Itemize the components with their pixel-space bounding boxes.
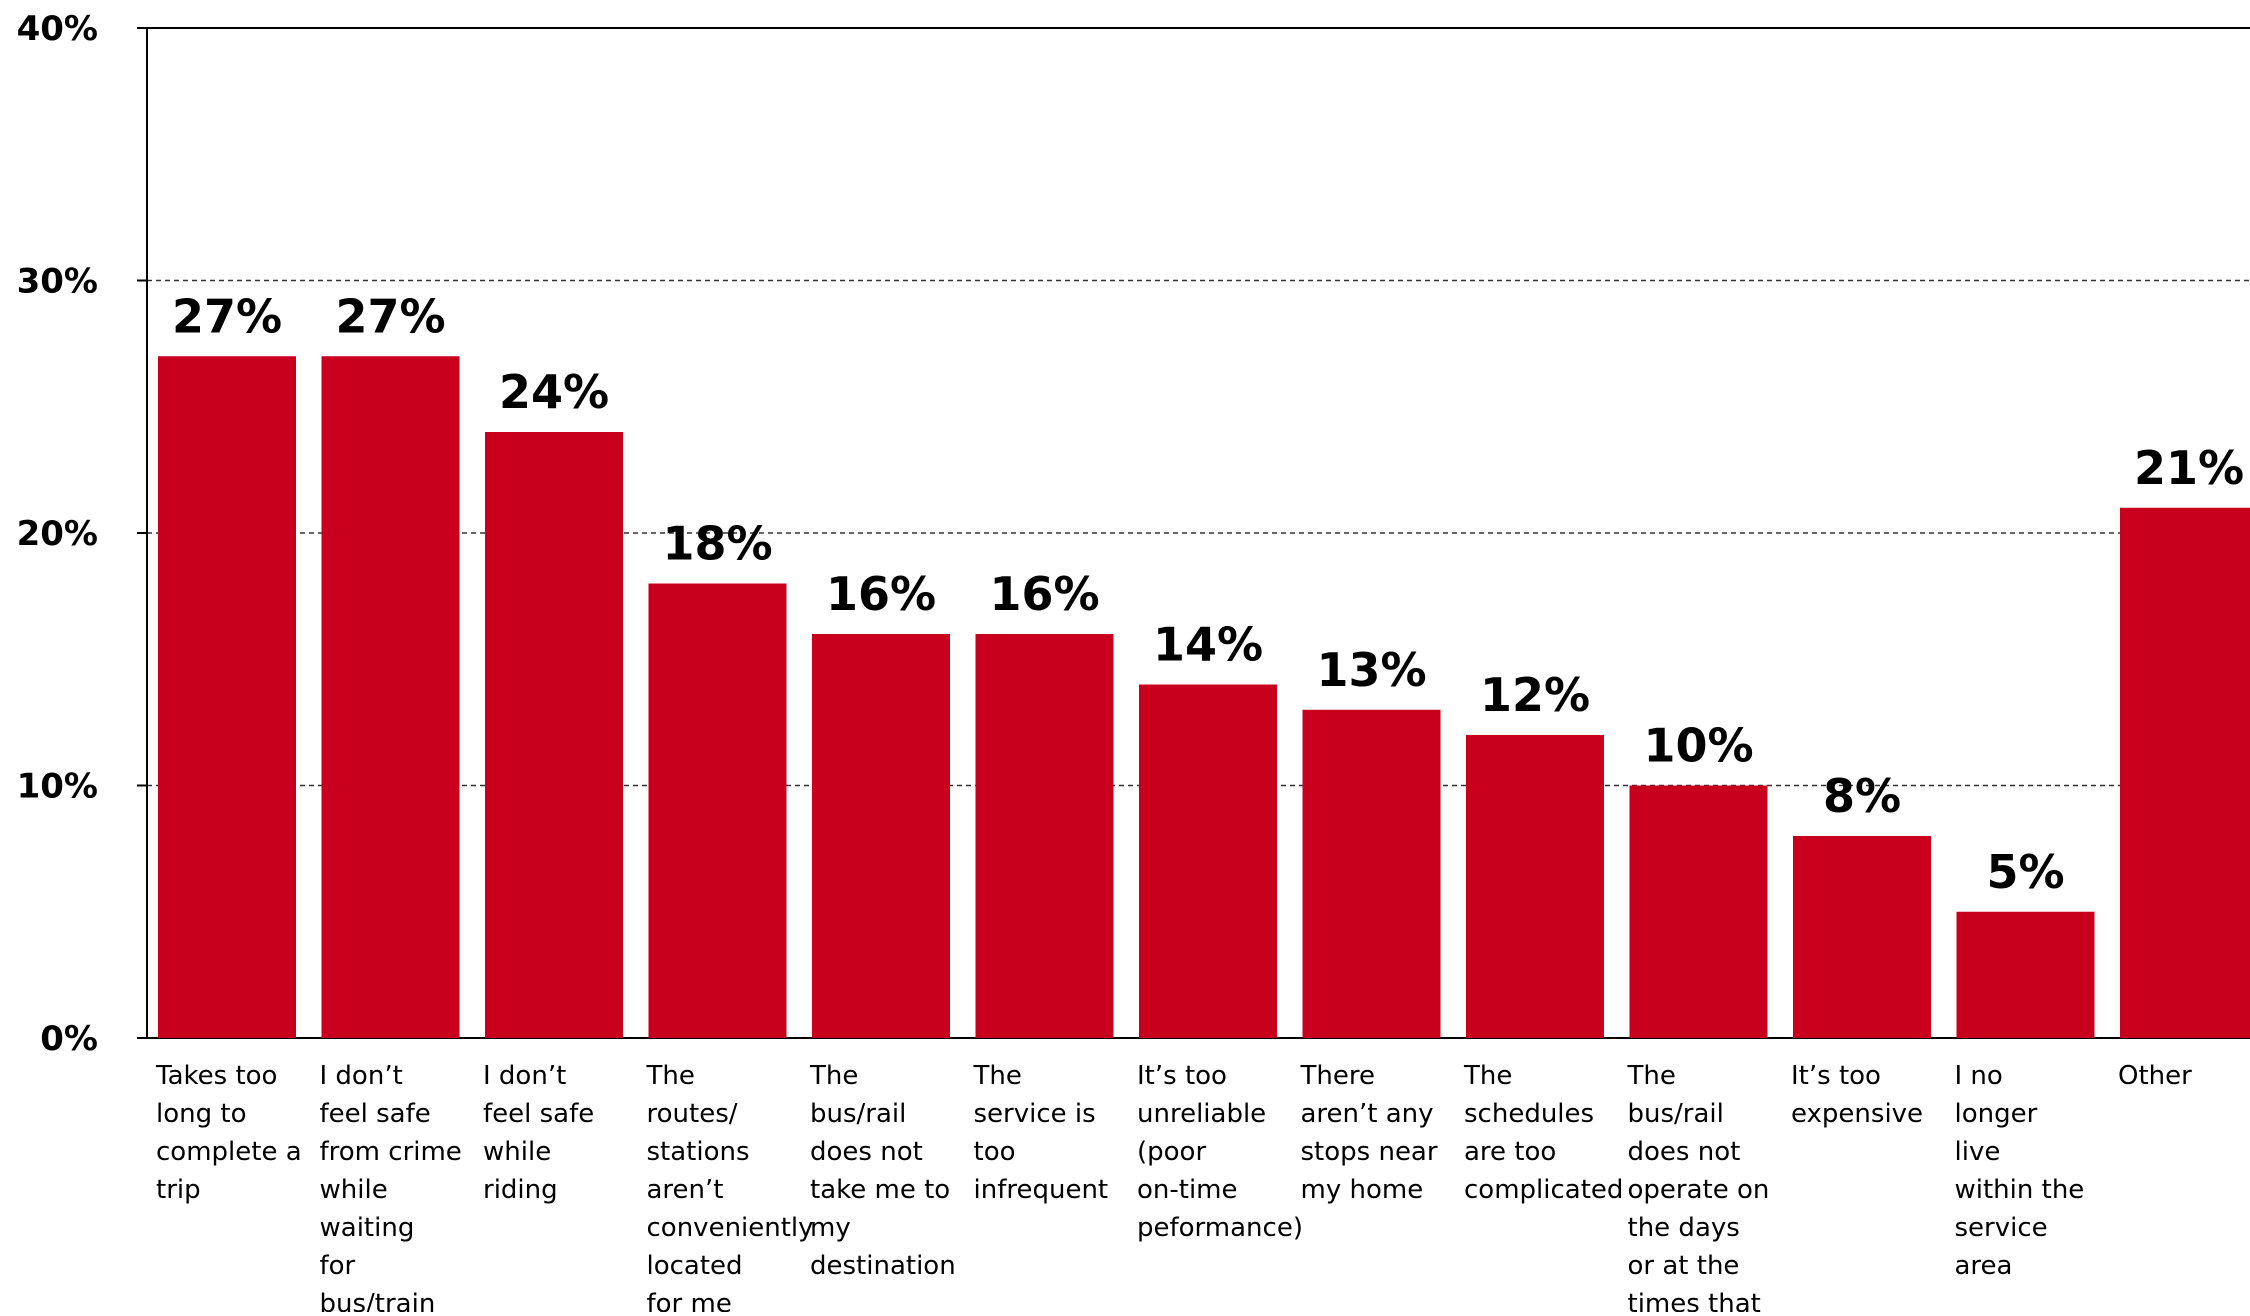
- bar: [485, 432, 623, 1038]
- data-label: 5%: [1986, 845, 2064, 899]
- data-label: 13%: [1316, 643, 1426, 697]
- category-label: There aren’t any stops near my home: [1300, 1061, 1438, 1205]
- y-tick-label: 40%: [17, 9, 98, 49]
- bar: [975, 634, 1114, 1038]
- bar: [1139, 684, 1277, 1038]
- y-tick-labels: 0% 10% 20% 30% 40%: [17, 9, 98, 1059]
- data-label: 8%: [1823, 769, 1901, 823]
- category-label: I don’t feel safe while riding: [483, 1061, 594, 1205]
- bar: [158, 356, 296, 1038]
- category-label: I no longer live within the service area: [1955, 1061, 2085, 1281]
- bar: [812, 634, 950, 1038]
- data-label: 24%: [499, 365, 609, 419]
- category-label: Other: [2118, 1061, 2192, 1091]
- category-label: Takes too long to complete a trip: [155, 1061, 302, 1205]
- bar: [1466, 735, 1604, 1038]
- bar: [1793, 836, 1931, 1038]
- data-label: 16%: [826, 567, 936, 621]
- data-label: 27%: [335, 289, 445, 343]
- data-label: 12%: [1480, 668, 1590, 722]
- category-label: The service is too infrequent: [973, 1061, 1109, 1205]
- bar: [2120, 507, 2250, 1038]
- data-label: 14%: [1153, 618, 1263, 672]
- data-labels: 27% 27% 24% 18% 16% 16% 14% 13% 12% 10% 8% 5% 21%: [172, 289, 2244, 899]
- data-label: 16%: [989, 567, 1099, 621]
- y-tick-label: 0%: [40, 1019, 98, 1059]
- bar: [648, 583, 787, 1038]
- bar: [321, 356, 460, 1038]
- bar: [1302, 709, 1441, 1038]
- category-label: It’s too unreliable (poor on-time peformance…: [1137, 1061, 1303, 1243]
- data-label: 27%: [172, 289, 282, 343]
- category-label: The schedules are too complicated: [1463, 1061, 1623, 1205]
- data-label: 18%: [662, 517, 772, 571]
- y-tick-label: 20%: [17, 514, 98, 554]
- category-label: The bus/rail does not operate on the days or …: [1627, 1061, 1770, 1312]
- y-tick-label: 10%: [17, 767, 98, 807]
- bars: [158, 356, 2250, 1038]
- bar: [1629, 785, 1768, 1038]
- data-label: 10%: [1643, 719, 1753, 773]
- category-label: The routes/stations aren’t conveniently loca…: [646, 1061, 814, 1312]
- category-label: It’s too expensive: [1791, 1061, 1923, 1129]
- bar: [1956, 911, 2095, 1038]
- data-label: 21%: [2134, 441, 2244, 495]
- y-tick-label: 30%: [17, 262, 98, 302]
- category-label: I don’t feel safe from crime while waiting fo…: [320, 1061, 462, 1312]
- category-label: The bus/rail does not take me to my destinati…: [809, 1061, 956, 1281]
